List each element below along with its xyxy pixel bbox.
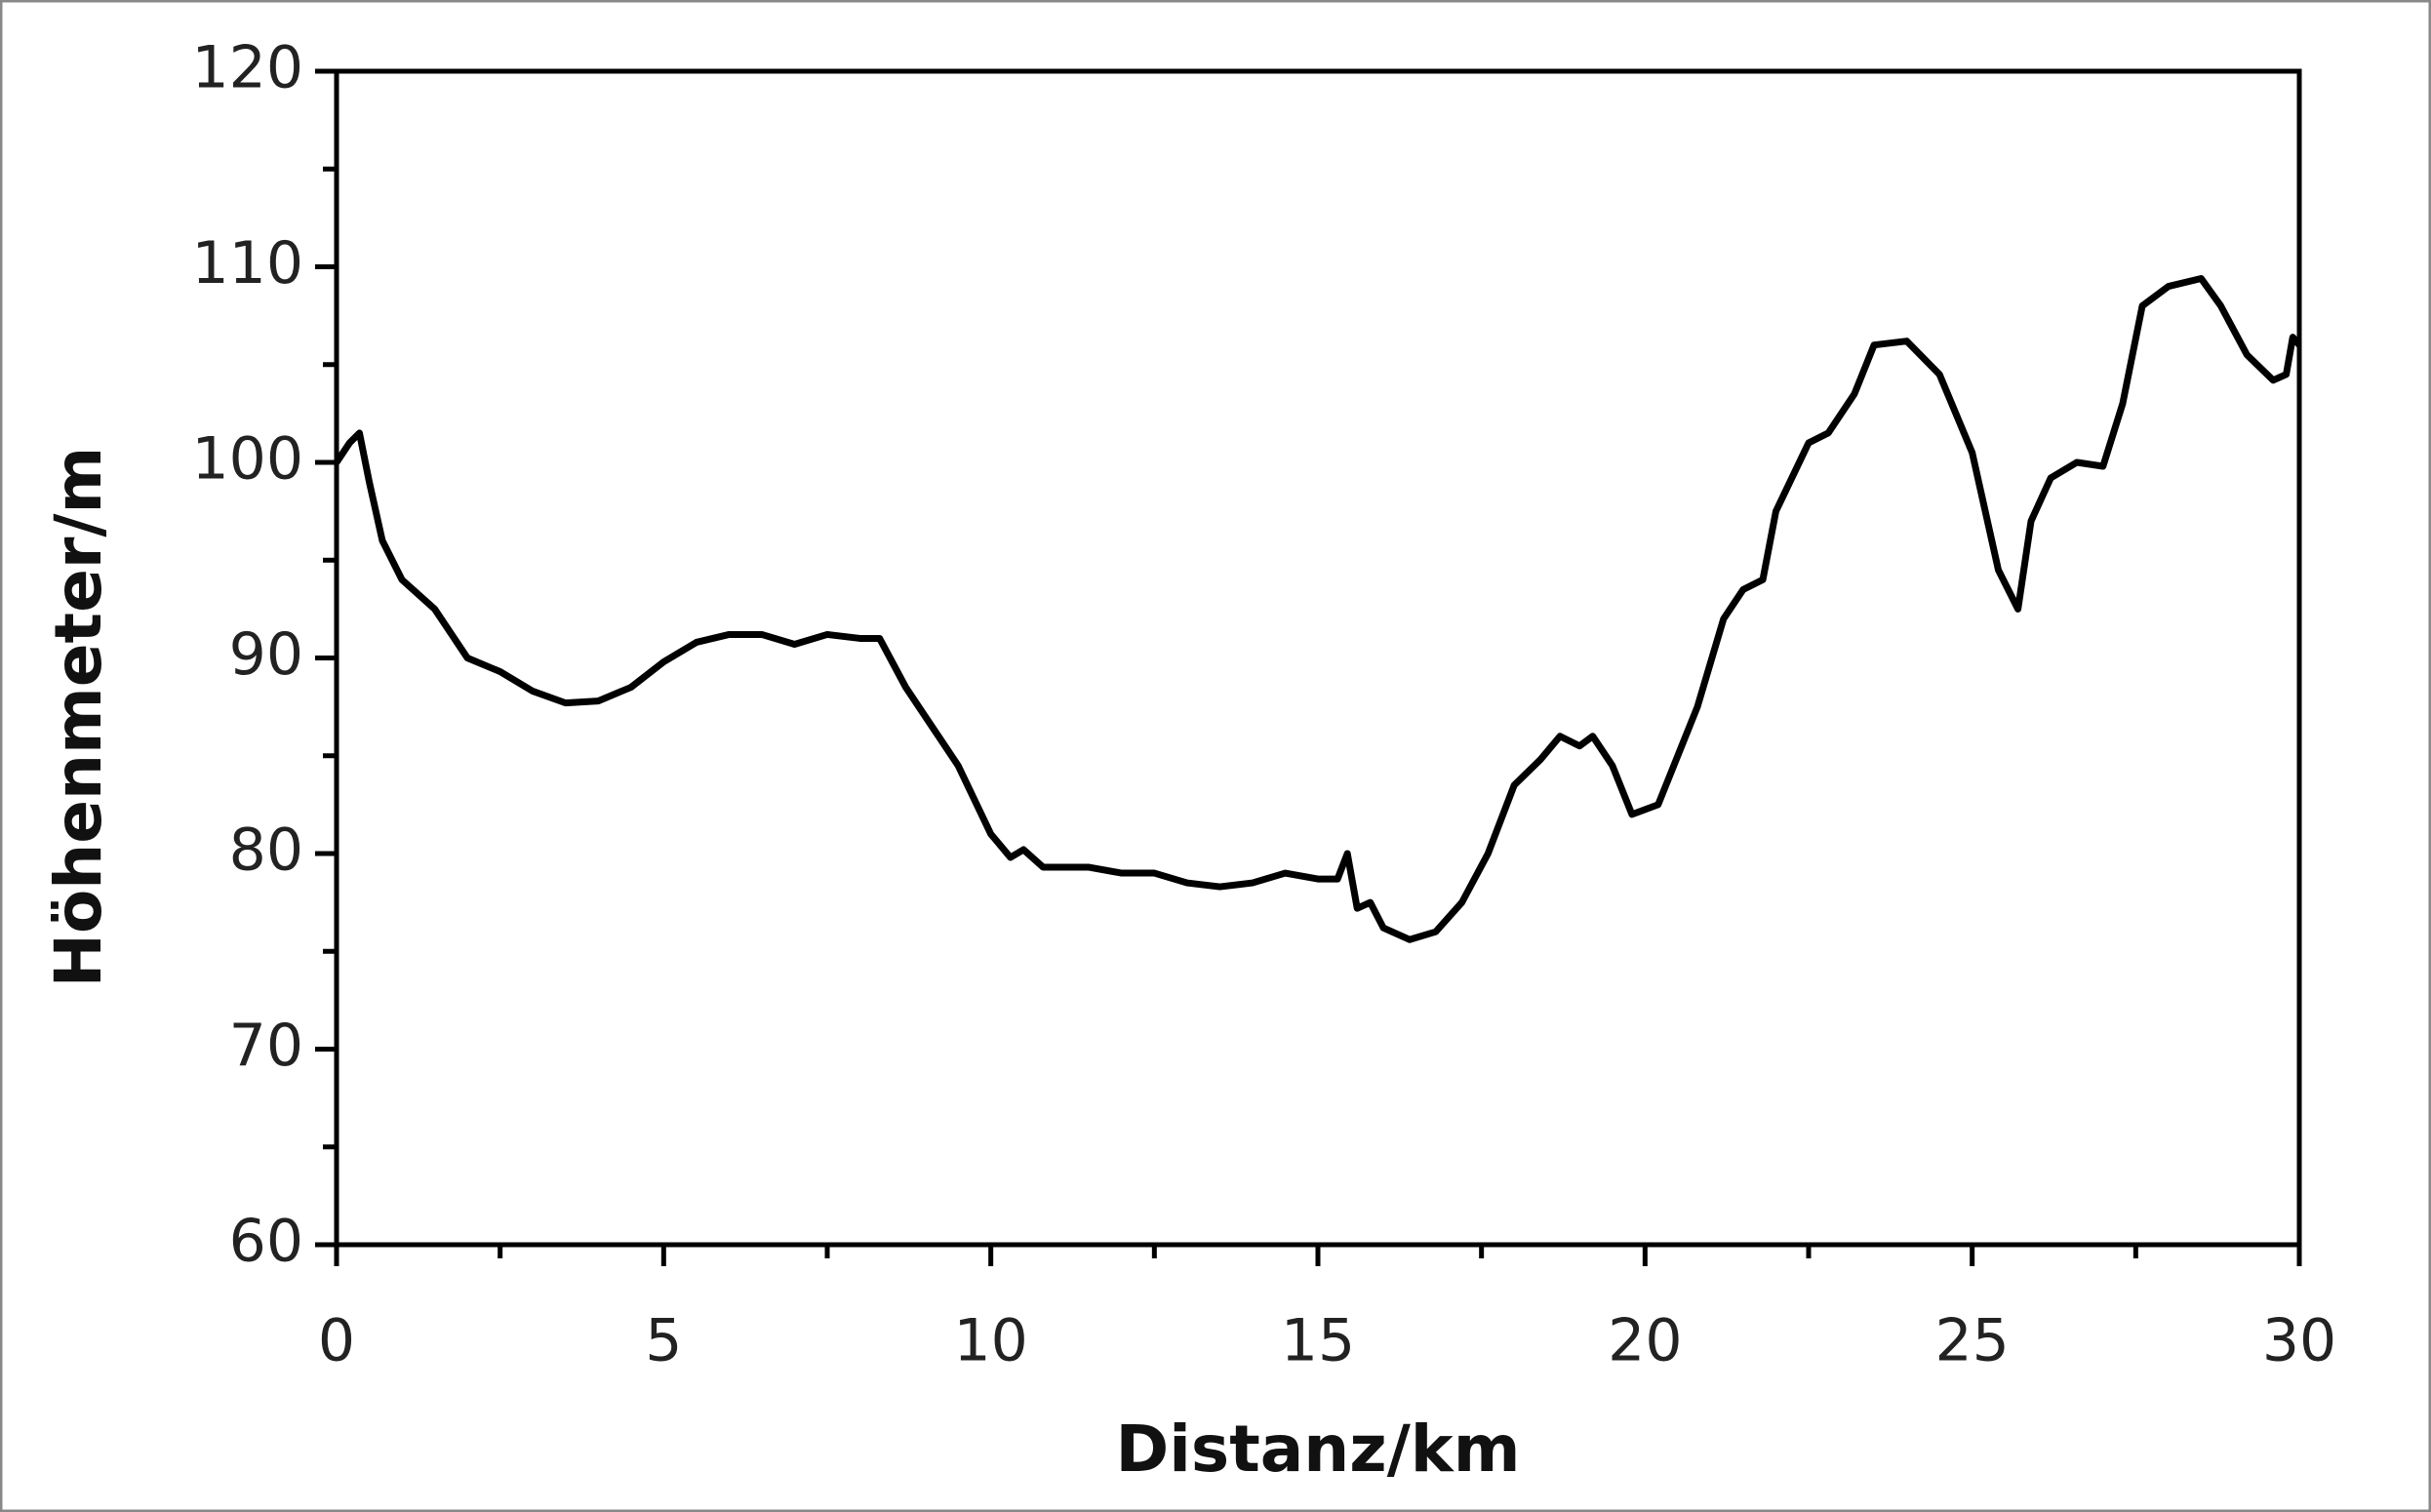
x-tick-label: 10 xyxy=(953,1307,1027,1375)
y-axis-title: Höhenmeter/m xyxy=(41,447,116,988)
x-tick-label: 5 xyxy=(645,1307,682,1375)
x-tick-label: 20 xyxy=(1608,1307,1682,1375)
x-tick-label: 30 xyxy=(2262,1307,2336,1375)
y-tick-label: 100 xyxy=(191,425,303,494)
y-tick-label: 110 xyxy=(191,229,303,298)
x-tick-label: 15 xyxy=(1281,1307,1355,1375)
x-axis-title: Distanz/km xyxy=(1116,1412,1521,1487)
y-tick-label: 90 xyxy=(229,620,303,689)
y-tick-label: 120 xyxy=(191,34,303,102)
elevation-line xyxy=(334,275,2302,943)
x-tick-label: 25 xyxy=(1934,1307,2009,1375)
y-tick-label: 80 xyxy=(229,816,303,885)
x-tick-label: 0 xyxy=(318,1307,355,1375)
y-tick-label: 70 xyxy=(229,1012,303,1080)
y-tick-label: 60 xyxy=(229,1208,303,1276)
